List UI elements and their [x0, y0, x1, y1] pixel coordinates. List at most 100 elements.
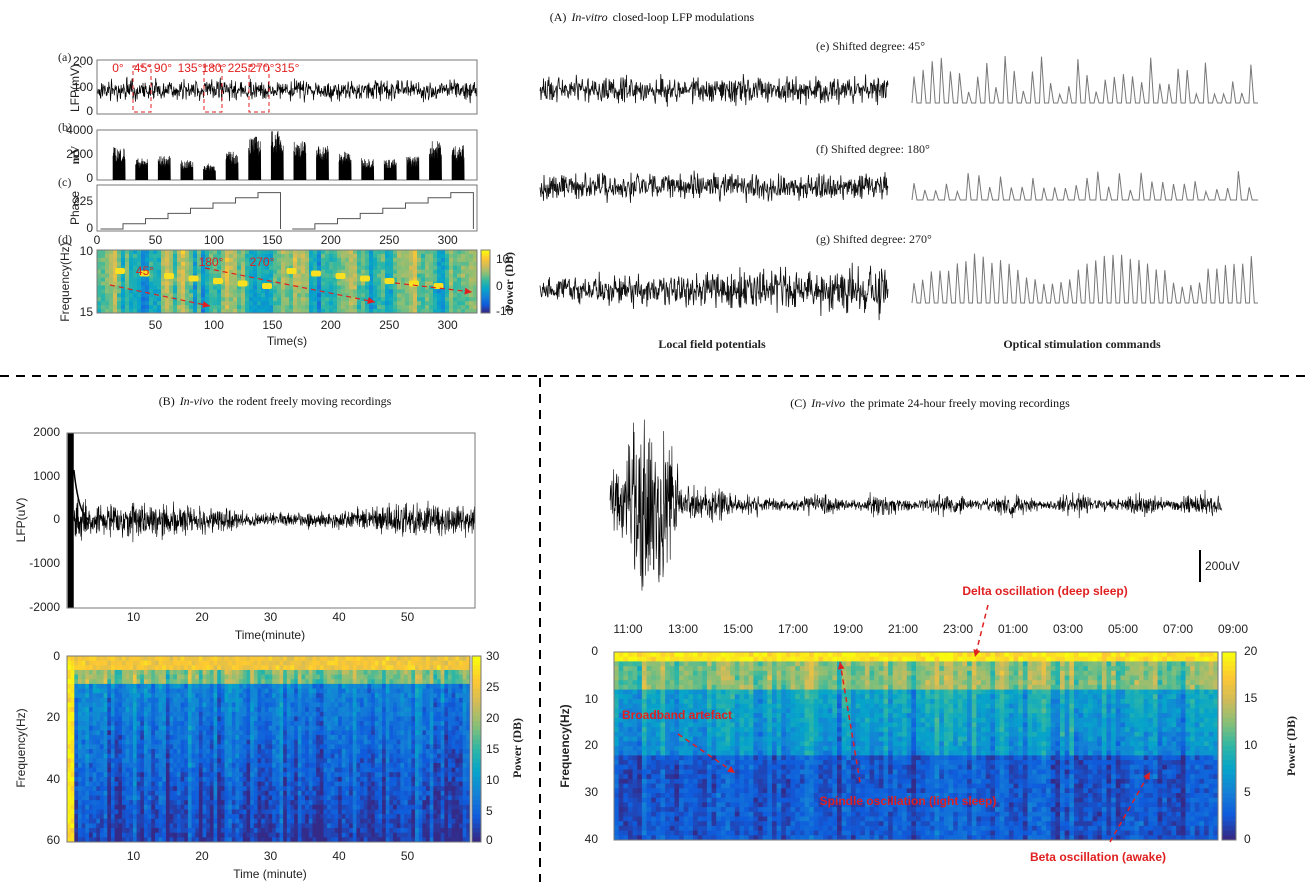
spectrogram-cell — [232, 782, 236, 787]
spectrogram-cell — [74, 796, 78, 801]
spectrogram-cell — [334, 805, 338, 810]
spectrogram-cell — [261, 721, 265, 726]
spectrogram-cell — [276, 749, 280, 754]
spectrogram-cell — [210, 782, 214, 787]
axes-frame — [97, 185, 477, 231]
spectrogram-cell — [261, 693, 265, 698]
spectrogram-cell — [353, 689, 357, 694]
spectrogram-cell — [301, 814, 305, 819]
spectrogram-cell — [287, 716, 291, 721]
spectrogram-cell — [313, 297, 317, 301]
spectrogram-cell — [78, 809, 82, 814]
spectrogram-cell — [101, 285, 105, 289]
spectrogram-cell — [281, 301, 285, 305]
spectrogram-cell — [316, 740, 320, 745]
spectrogram-cell — [373, 282, 377, 286]
spectrogram-cell — [100, 716, 104, 721]
y-tick-label: 0 — [86, 221, 93, 235]
spectrogram-cell — [276, 693, 280, 698]
spectrogram-cell — [283, 656, 287, 661]
spectrogram-cell — [353, 656, 357, 661]
spectrogram-cell — [250, 763, 254, 768]
spectrogram-cell — [93, 805, 97, 810]
spectrogram-cell — [229, 289, 233, 293]
label: 180° — [202, 61, 227, 75]
spectrogram-cell — [210, 698, 214, 703]
spectrogram-cell — [105, 285, 109, 289]
spectrogram-cell — [441, 274, 445, 278]
spectrogram-cell — [367, 684, 371, 689]
spectrogram-cell — [290, 814, 294, 819]
spectrogram-cell — [107, 721, 111, 726]
spectrogram-cell — [133, 670, 137, 675]
spectrogram-cell — [173, 266, 177, 270]
spectrogram-cell — [342, 805, 346, 810]
spectrogram-cell — [104, 703, 108, 708]
spectrogram-cell — [345, 800, 349, 805]
spectrogram-cell — [393, 254, 397, 258]
spectrogram-cell — [203, 661, 207, 666]
spectrogram-cell — [327, 805, 331, 810]
spectrogram-cell — [151, 763, 155, 768]
spectrogram-cell — [360, 749, 364, 754]
stim-command — [912, 254, 1258, 303]
spectrogram-cell — [149, 297, 153, 301]
spectrogram-cell — [329, 270, 333, 274]
spectrogram-cell — [401, 289, 405, 293]
spectrogram-cell — [294, 782, 298, 787]
spectrogram-cell — [312, 763, 316, 768]
spectrogram-cell — [117, 250, 121, 254]
spectrogram-cell — [151, 805, 155, 810]
spectrogram-cell — [199, 749, 203, 754]
spectrogram-cell — [74, 689, 78, 694]
spectrogram-cell — [331, 661, 335, 666]
spectrogram-cell — [225, 772, 229, 777]
x-tick-label: 100 — [204, 233, 224, 247]
spectrogram-cell — [320, 823, 324, 828]
spectrogram-cell — [166, 758, 170, 763]
spectrogram-cell — [225, 274, 229, 278]
spectrogram-cell — [206, 823, 210, 828]
spectrogram-cell — [177, 721, 181, 726]
spectrogram-cell — [273, 270, 277, 274]
spectrogram-cell — [144, 712, 148, 717]
spectrogram-cell — [272, 786, 276, 791]
label: Optical stimulation commands — [1003, 337, 1161, 351]
spectrogram-cell — [181, 293, 185, 297]
spectrogram-cell — [126, 814, 130, 819]
spectrogram-cell — [181, 716, 185, 721]
spectrogram-cell — [104, 730, 108, 735]
spectrogram-cell — [353, 819, 357, 824]
spectrogram-cell — [298, 772, 302, 777]
spectrogram-cell — [283, 684, 287, 689]
spectrogram-cell — [437, 278, 441, 282]
spectrogram-cell — [469, 301, 473, 305]
spectrogram-cell — [140, 703, 144, 708]
spectrogram-cell — [166, 744, 170, 749]
spectrogram-cell — [181, 777, 185, 782]
spectrogram-cell — [236, 823, 240, 828]
spectrogram-cell — [269, 800, 273, 805]
spectrogram-cell — [159, 772, 163, 777]
spectrogram-cell — [151, 693, 155, 698]
spectrogram-cell — [364, 679, 368, 684]
spectrogram-cell — [327, 800, 331, 805]
y-tick-label: -1000 — [29, 556, 60, 570]
spectrogram-cell — [181, 819, 185, 824]
spectrogram-cell — [85, 796, 89, 801]
spectrogram-cell — [316, 689, 320, 694]
spectrogram-cell — [389, 285, 393, 289]
spectrogram-cell — [381, 297, 385, 301]
spectrogram-cell — [166, 823, 170, 828]
spectrogram-cell — [89, 782, 93, 787]
spectrogram-cell — [192, 786, 196, 791]
spectrogram-cell — [82, 689, 86, 694]
spectrogram-cell — [276, 768, 280, 773]
spectrogram-cell — [166, 754, 170, 759]
spectrogram-cell — [67, 670, 71, 675]
spectrogram-cell — [393, 305, 397, 309]
spectrogram-cell — [261, 823, 265, 828]
spectrogram-cell — [345, 805, 349, 810]
spectrogram-cell — [137, 684, 141, 689]
spectrogram-cell — [104, 735, 108, 740]
